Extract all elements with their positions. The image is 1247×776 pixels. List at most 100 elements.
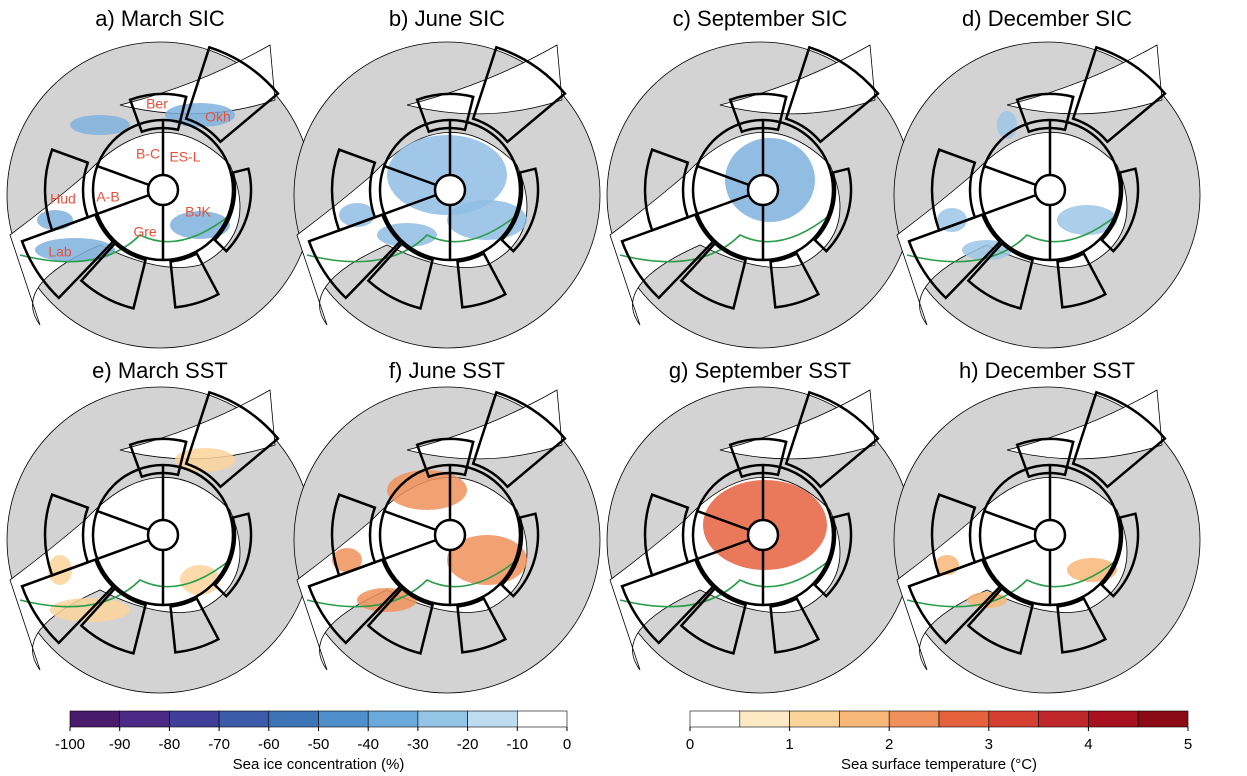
sector-border — [96, 509, 150, 532]
ocean — [1006, 389, 1163, 460]
ocean — [719, 389, 876, 460]
region-box — [184, 390, 280, 489]
colorbar-tick-label: -80 — [159, 736, 181, 753]
colorbar-tick-label: -50 — [308, 736, 330, 753]
region-box — [930, 493, 977, 577]
region-label: Okh — [205, 109, 231, 125]
colorbar-segment — [789, 710, 840, 728]
anomaly-shading — [937, 208, 967, 232]
colorbar-segment — [1088, 710, 1139, 728]
colorbar-segment — [318, 710, 369, 728]
panel-title: b) June SIC — [389, 6, 505, 31]
region-box — [471, 390, 567, 489]
ice-edge-contour — [906, 559, 1118, 608]
colorbar-segment — [1137, 710, 1189, 728]
region-label: ES-L — [169, 149, 200, 165]
region-box — [907, 213, 1002, 300]
region-box — [20, 558, 115, 645]
anomaly-shading — [170, 211, 230, 239]
colorbar-tick-label: -60 — [258, 736, 280, 753]
region-box — [907, 558, 1002, 645]
ice-edge-contour — [19, 559, 231, 608]
colorbar-title: Sea surface temperature (°C) — [841, 756, 1037, 773]
region-box — [307, 558, 402, 645]
region-box — [307, 213, 402, 300]
region-box — [79, 586, 148, 655]
colorbar-segment — [119, 710, 170, 728]
sector-border — [983, 509, 1037, 532]
ocean — [296, 477, 528, 671]
sector-border — [983, 538, 1037, 561]
colorbar-title: Sea ice concentration (%) — [233, 756, 405, 773]
map-panel — [893, 386, 1201, 694]
ice-edge-contour — [619, 559, 831, 608]
pole-hole — [146, 173, 180, 207]
anomaly-shading — [35, 238, 115, 262]
region-label: A-B — [96, 189, 119, 205]
ice-edge-contour — [306, 214, 518, 263]
panel-title: h) December SST — [959, 358, 1135, 383]
region-box — [43, 493, 90, 577]
region-box — [456, 596, 508, 654]
ocean — [406, 389, 563, 460]
region-box — [1071, 45, 1167, 144]
map-panel — [6, 386, 314, 694]
pole-hole — [1033, 518, 1067, 552]
map-panel — [606, 386, 914, 694]
colorbar-segment — [367, 710, 419, 728]
map-panel — [6, 41, 314, 349]
region-box — [1056, 251, 1108, 309]
region-box — [679, 241, 748, 310]
region-box — [330, 148, 377, 232]
region-box — [1056, 596, 1108, 654]
colorbar-tick-label: 1 — [785, 736, 793, 753]
colorbar-segment — [888, 710, 940, 728]
colorbar-segment — [268, 710, 319, 728]
region-box — [169, 251, 221, 309]
pole-hole — [746, 173, 780, 207]
sector-border — [96, 193, 150, 216]
region-box — [728, 92, 788, 134]
sector-border — [96, 538, 150, 561]
ocean — [896, 477, 1128, 671]
region-box — [1100, 167, 1140, 253]
region-box — [813, 167, 853, 253]
region-box — [643, 148, 690, 232]
sector-border — [696, 164, 750, 187]
region-box — [184, 45, 280, 144]
region-box — [728, 437, 788, 479]
region-box — [366, 586, 435, 655]
region-box — [1100, 512, 1140, 598]
ocean — [896, 132, 1128, 326]
region-label: Ber — [146, 96, 168, 112]
colorbar-segment — [689, 710, 741, 728]
region-box — [620, 213, 715, 300]
anomaly-shading — [1067, 558, 1117, 582]
ocean — [9, 132, 241, 326]
colorbar-segment — [739, 710, 790, 728]
region-box — [679, 586, 748, 655]
pole-hole — [433, 518, 467, 552]
colorbar-tick-label: -100 — [55, 736, 85, 753]
colorbar-tick-label: 4 — [1084, 736, 1092, 753]
panel-title: a) March SIC — [95, 6, 225, 31]
colorbar-segment — [839, 710, 890, 728]
region-box — [784, 390, 880, 489]
colorbar-tick-label: -90 — [109, 736, 131, 753]
region-box — [930, 148, 977, 232]
sector-border — [383, 538, 437, 561]
region-box — [966, 241, 1035, 310]
sector-border — [96, 164, 150, 187]
pole-hole — [146, 518, 180, 552]
colorbar-segment — [467, 710, 518, 728]
sector-border — [696, 538, 750, 561]
sector-border — [383, 509, 437, 532]
anomaly-shading — [70, 115, 130, 135]
map-panel — [293, 41, 601, 349]
region-label: Lab — [48, 244, 72, 260]
sector-border — [696, 509, 750, 532]
sector-border — [383, 193, 437, 216]
sector-border — [696, 193, 750, 216]
region-box — [500, 512, 540, 598]
